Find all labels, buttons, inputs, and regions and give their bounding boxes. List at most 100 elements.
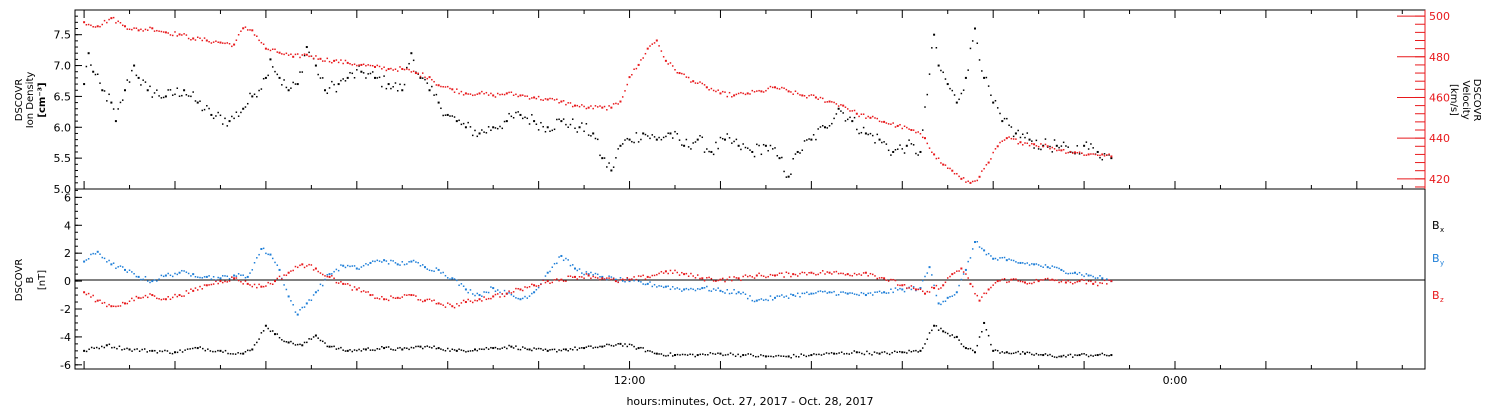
velocity-tick-label: 500 <box>1429 10 1450 23</box>
velocity-point <box>374 65 376 68</box>
by-sample <box>190 275 192 277</box>
bx-sample <box>797 356 800 358</box>
velocity-sample <box>985 164 988 166</box>
density-sample <box>994 99 997 102</box>
bx-sample <box>1076 354 1079 357</box>
velocity-sample <box>217 41 219 44</box>
density-sample <box>1019 136 1022 139</box>
bz-point <box>246 282 249 285</box>
by-point <box>774 296 776 299</box>
bx-sample <box>356 349 358 352</box>
bx-point <box>1042 354 1045 357</box>
bx-sample <box>1031 353 1033 356</box>
density-sample <box>651 134 654 136</box>
by-sample <box>958 284 960 287</box>
bx-sample <box>442 349 444 351</box>
bx-sample <box>556 350 558 353</box>
density-point <box>751 150 754 153</box>
bx-sample <box>792 353 795 356</box>
by-point <box>314 291 317 294</box>
bz-sample <box>981 296 983 298</box>
velocity-sample <box>926 142 929 145</box>
by-sample <box>590 271 592 274</box>
bz-sample <box>783 276 785 278</box>
bz-sample <box>87 292 90 295</box>
bz-sample <box>669 269 672 272</box>
velocity-sample <box>524 95 526 97</box>
density-sample <box>515 111 517 114</box>
velocity-sample <box>940 162 942 164</box>
bz-sample <box>146 296 149 299</box>
density-sample <box>1033 147 1035 149</box>
velocity-sample <box>260 41 263 44</box>
bx-sample <box>724 354 727 356</box>
bz-sample <box>1060 280 1063 283</box>
density-sample <box>606 166 608 168</box>
velocity-point <box>219 41 222 44</box>
density-sample <box>294 83 297 85</box>
density-sample <box>958 98 960 101</box>
bx-sample <box>937 329 940 331</box>
velocity-sample <box>901 127 904 130</box>
velocity-sample <box>253 34 256 36</box>
density-sample <box>799 152 801 154</box>
bx-sample <box>606 343 608 346</box>
bz-sample <box>1101 282 1104 285</box>
bx-sample <box>1033 354 1035 356</box>
by-sample <box>787 297 790 299</box>
by-point <box>383 259 386 262</box>
velocity-sample <box>135 27 138 29</box>
velocity-sample <box>324 60 326 62</box>
by-point <box>1060 268 1063 271</box>
bx-sample <box>483 348 485 351</box>
by-sample <box>667 285 669 287</box>
bx-sample <box>103 346 106 349</box>
bx-sample <box>858 351 861 354</box>
bx-sample <box>898 350 901 353</box>
density-point <box>124 89 126 92</box>
by-sample <box>1042 266 1044 268</box>
bz-sample <box>910 285 913 287</box>
bz-sample <box>869 272 872 275</box>
bx-sample <box>996 349 999 352</box>
by-sample <box>319 283 322 286</box>
bz-point <box>560 278 563 281</box>
bz-sample <box>1042 279 1044 281</box>
by-sample <box>783 296 785 298</box>
bz-sample <box>483 296 485 298</box>
density-sample <box>594 137 597 140</box>
density-sample <box>431 85 433 88</box>
density-point <box>101 89 104 92</box>
density-sample <box>706 148 708 150</box>
bz-point <box>969 282 972 285</box>
velocity-sample <box>1001 140 1004 142</box>
bz-point <box>505 292 508 295</box>
by-sample <box>921 279 924 282</box>
bx-point <box>764 355 767 358</box>
density-sample <box>1078 153 1081 155</box>
velocity-point <box>996 145 999 148</box>
density-sample <box>285 86 288 89</box>
bz-sample <box>140 297 142 299</box>
density-sample <box>356 69 358 71</box>
bx-sample <box>762 354 765 357</box>
density-sample <box>476 135 479 138</box>
density-sample <box>394 82 397 84</box>
velocity-sample <box>228 42 231 45</box>
density-sample <box>128 81 131 83</box>
bz-sample <box>578 276 581 278</box>
bx-sample <box>403 347 406 349</box>
by-point <box>683 288 686 291</box>
density-sample <box>471 134 474 137</box>
bx-point <box>855 351 858 354</box>
density-sample <box>240 111 242 114</box>
bx-sample <box>283 340 285 343</box>
bx-sample <box>136 348 138 350</box>
bz-sample <box>156 297 158 300</box>
density-sample <box>701 136 704 139</box>
velocity-sample <box>653 42 656 44</box>
bx-sample <box>928 332 931 334</box>
density-point <box>937 64 940 67</box>
legend: B x B y B z <box>1432 219 1444 304</box>
density-sample <box>819 126 822 128</box>
